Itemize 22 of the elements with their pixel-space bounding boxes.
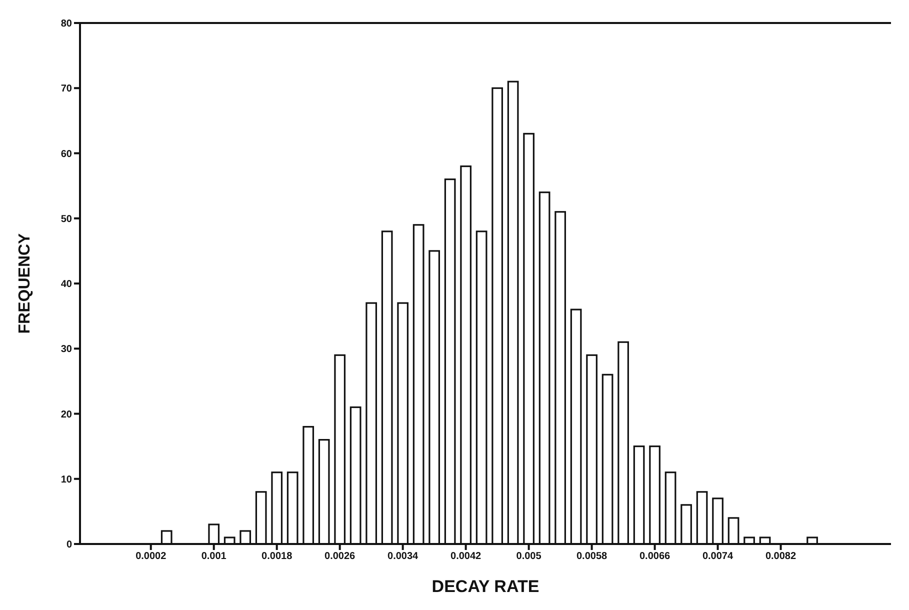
x-tick-label: 0.0034 [388,551,419,562]
y-tick-label: 10 [60,474,72,486]
y-axis-title: FREQUENCY [16,232,34,334]
x-tick-label: 0.0042 [450,551,482,562]
x-tick-label: 0.0066 [639,551,671,562]
x-tick-label: 0.0026 [324,551,356,562]
x-tick-label: 0.0074 [702,551,734,562]
x-axis-title: DECAY RATE [432,577,540,596]
y-tick-label: 60 [60,148,72,160]
x-tick-label: 0.005 [516,551,542,562]
y-tick-label: 20 [60,409,72,420]
y-tick-label: 80 [60,18,72,30]
y-tick-label: 50 [60,214,72,225]
x-tick-label: 0.0002 [136,551,167,562]
x-tick-label: 0.0058 [576,551,608,562]
x-tick-label: 0.0082 [765,551,796,562]
y-tick-label: 70 [60,84,72,95]
y-tick-label: 30 [60,344,72,356]
y-tick-label: 0 [66,540,72,551]
x-tick-label: 0.001 [201,551,227,562]
x-tick-label: 0.0018 [262,551,293,562]
y-tick-label: 40 [60,279,72,290]
